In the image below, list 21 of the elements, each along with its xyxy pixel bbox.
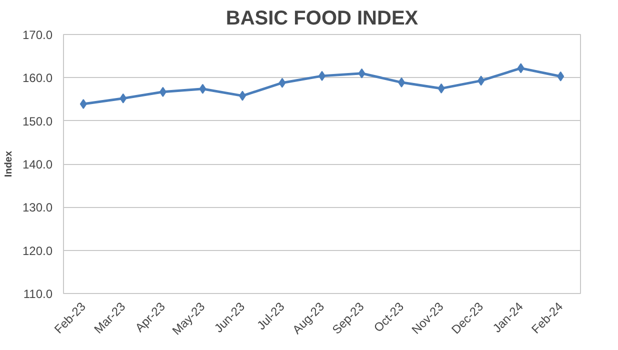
point: [199, 84, 206, 94]
y-tick-label: 120.0: [22, 244, 53, 258]
point: [478, 76, 485, 86]
point: [438, 83, 445, 94]
point: [398, 77, 406, 88]
y-tick-label: 140.0: [22, 158, 53, 172]
y-axis-title: Index: [3, 150, 14, 178]
point: [238, 90, 246, 101]
point: [358, 68, 366, 78]
y-tick-label: 110.0: [23, 287, 53, 301]
point: [517, 63, 524, 74]
y-tick-label: 160.0: [22, 71, 53, 86]
point: [120, 93, 127, 104]
point: [80, 99, 87, 109]
point: [557, 71, 564, 82]
chart-title: BASIC FOOD INDEX: [226, 8, 419, 30]
y-tick-label: 150.0: [22, 114, 53, 128]
point: [278, 78, 286, 88]
point: [159, 86, 166, 97]
y-tick-label: 170.0: [22, 28, 53, 42]
y-tick-label: 130.0: [22, 200, 53, 215]
